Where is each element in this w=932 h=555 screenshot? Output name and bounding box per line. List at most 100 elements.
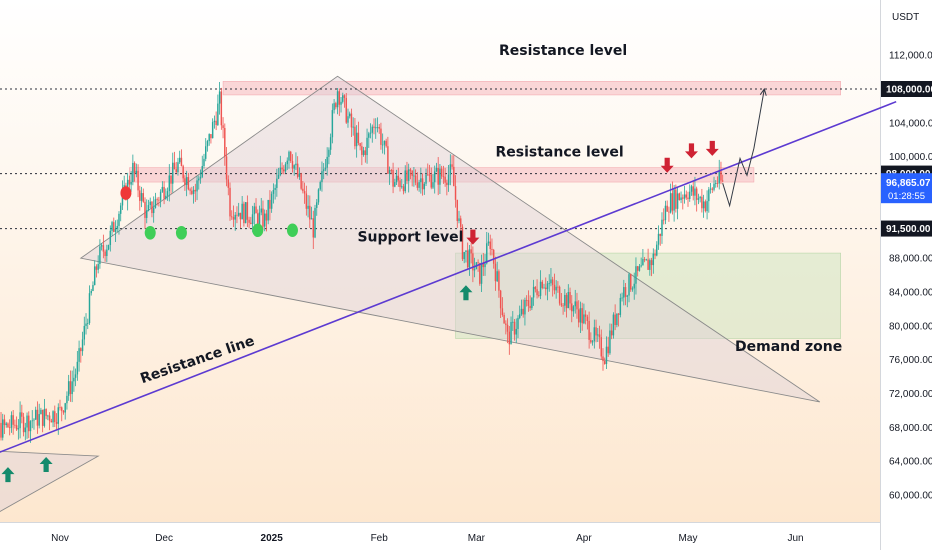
candle-body — [403, 186, 404, 191]
green-dot-icon — [287, 223, 298, 237]
candle-body — [149, 202, 150, 205]
candle-body — [54, 411, 55, 422]
candle-body — [592, 341, 593, 342]
candle-body — [559, 287, 560, 304]
candle-body — [162, 187, 163, 192]
candle-body — [481, 264, 482, 284]
candle-body — [474, 269, 475, 270]
candle-body — [214, 121, 215, 122]
candle-body — [87, 323, 88, 324]
candle-body — [139, 190, 140, 200]
candle-body — [651, 260, 652, 265]
candle-body — [642, 259, 643, 265]
candle-body — [304, 191, 305, 193]
candle-body — [712, 189, 713, 190]
candle-body — [432, 182, 433, 187]
time-tick-label: Nov — [51, 533, 69, 544]
candle-body — [269, 200, 270, 209]
candle-body — [443, 176, 444, 177]
candle-body — [129, 180, 130, 185]
candle-body — [108, 245, 109, 250]
candle-body — [627, 296, 628, 297]
candle-body — [647, 260, 648, 270]
candle-body — [575, 301, 576, 306]
candle-body — [248, 220, 249, 223]
candle-body — [49, 416, 50, 421]
candle-body — [529, 306, 530, 308]
annotation-label: Support level — [357, 229, 463, 245]
candle-body — [380, 129, 381, 145]
red-dot-icon — [120, 186, 131, 200]
candle-body — [675, 190, 676, 209]
candle-body — [314, 208, 315, 237]
candle-body — [245, 202, 246, 223]
candle-body — [663, 220, 664, 221]
candle-body — [496, 271, 497, 281]
candle-body — [59, 407, 60, 408]
candle-body — [35, 410, 36, 420]
candle-body — [562, 305, 563, 306]
candle-body — [503, 315, 504, 324]
candle-body — [82, 339, 83, 351]
candle-body — [307, 206, 308, 209]
candle-body — [280, 168, 281, 175]
candle-body — [666, 206, 667, 212]
candle-body — [247, 202, 248, 220]
candle-body — [722, 181, 723, 182]
candle-body — [673, 190, 674, 211]
candle-body — [639, 266, 640, 271]
candle-body — [491, 249, 492, 250]
candle-body — [555, 287, 556, 291]
candle-body — [9, 427, 10, 428]
candle-body — [502, 308, 503, 315]
candle-body — [266, 214, 267, 221]
candle-body — [155, 199, 156, 208]
candle-body — [66, 396, 67, 403]
candle-body — [110, 231, 111, 245]
candle-body — [56, 422, 57, 424]
candle-body — [328, 150, 329, 157]
candle-body — [463, 252, 464, 259]
candle-body — [576, 301, 577, 309]
candle-body — [580, 308, 581, 322]
candle-body — [21, 412, 22, 416]
candle-body — [196, 180, 197, 191]
price-tick-label: 104,000.00 — [889, 118, 932, 129]
candle-body — [498, 271, 499, 290]
candle-body — [389, 170, 390, 174]
candle-body — [703, 201, 704, 208]
candle-body — [640, 265, 641, 266]
candle-body — [375, 127, 376, 128]
time-tick-label: Dec — [155, 533, 173, 544]
candle-body — [715, 183, 716, 184]
candle-body — [203, 159, 204, 166]
level-tag-label: 108,000.00 — [886, 85, 932, 96]
candle-body — [115, 229, 116, 232]
candle-body — [668, 212, 669, 213]
candle-body — [217, 104, 218, 125]
candle-body — [542, 282, 543, 288]
candle-body — [202, 166, 203, 177]
candle-body — [588, 321, 589, 340]
candle-body — [281, 168, 282, 170]
candle-body — [392, 170, 393, 187]
candle-body — [30, 421, 31, 431]
candle-body — [61, 407, 62, 410]
candle-body — [77, 362, 78, 375]
candle-body — [12, 415, 13, 425]
candle-body — [11, 415, 12, 427]
candle-body — [550, 279, 551, 283]
candle-body — [569, 292, 570, 303]
candle-body — [545, 288, 546, 290]
candle-body — [425, 175, 426, 184]
candle-body — [514, 322, 515, 335]
candle-body — [84, 326, 85, 339]
candle-body — [52, 411, 53, 422]
candle-body — [535, 287, 536, 289]
candle-body — [568, 292, 569, 308]
candle-body — [302, 189, 303, 191]
candle-body — [252, 214, 253, 224]
candle-body — [287, 161, 288, 164]
candle-body — [18, 428, 19, 429]
